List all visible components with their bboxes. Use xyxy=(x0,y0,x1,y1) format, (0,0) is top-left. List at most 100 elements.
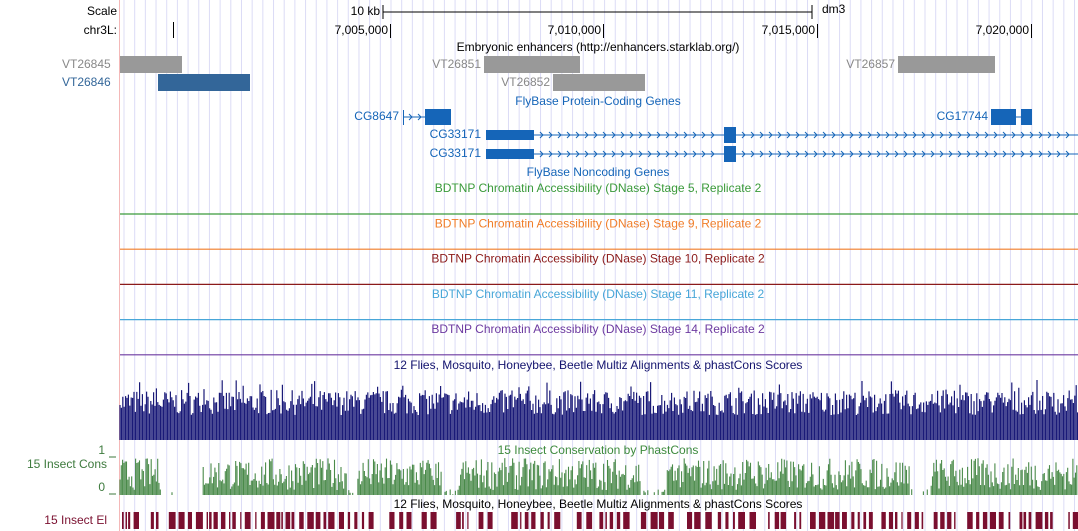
conserved-element xyxy=(967,512,973,529)
conserved-element xyxy=(576,512,582,529)
strand-arrow xyxy=(674,150,679,158)
conserved-element xyxy=(914,512,919,529)
conserved-element xyxy=(1023,512,1027,529)
strand-arrow xyxy=(647,131,652,139)
strand-arrow xyxy=(939,150,944,158)
conserved-element xyxy=(221,512,226,529)
conserved-element xyxy=(835,512,840,529)
conserved-element xyxy=(399,512,404,529)
strand-arrow xyxy=(1056,131,1061,139)
strand-arrow xyxy=(777,150,782,158)
strand-arrow xyxy=(665,131,670,139)
conserved-element xyxy=(323,512,327,529)
strand-arrow xyxy=(548,131,553,139)
conserved-element xyxy=(244,512,251,529)
enhancer-label[interactable]: VT26857 xyxy=(846,57,895,71)
conserved-element xyxy=(810,512,816,529)
axis-label: 0 xyxy=(98,480,105,494)
conserved-element xyxy=(328,512,335,529)
conserved-element xyxy=(531,512,536,529)
track-title: BDTNP Chromatin Accessibility (DNase) St… xyxy=(435,181,762,195)
track-label[interactable]: 15 Insect Cons xyxy=(27,457,107,471)
strand-arrow xyxy=(638,131,643,139)
exon[interactable] xyxy=(425,109,451,125)
exon[interactable] xyxy=(486,130,534,140)
strand-arrow xyxy=(593,131,598,139)
conserved-element xyxy=(276,512,281,529)
conserved-element xyxy=(687,512,693,529)
enhancer-label[interactable]: VT26852 xyxy=(501,75,550,89)
strand-arrow xyxy=(539,131,544,139)
strand-arrow xyxy=(701,131,706,139)
strand-arrow xyxy=(894,131,899,139)
strand-arrow xyxy=(638,150,643,158)
strand-arrow xyxy=(1029,150,1034,158)
exon[interactable] xyxy=(991,109,1016,125)
conserved-element xyxy=(1044,512,1049,529)
conserved-element xyxy=(291,512,295,529)
strand-arrow xyxy=(683,150,688,158)
conserved-element xyxy=(361,512,365,529)
strand-arrow xyxy=(629,150,634,158)
conserved-element xyxy=(1008,512,1011,529)
conserved-element xyxy=(868,512,873,529)
conserved-element xyxy=(1068,512,1070,529)
strand-arrow xyxy=(813,131,818,139)
strand-arrow xyxy=(1020,131,1025,139)
strand-arrow xyxy=(759,150,764,158)
exon[interactable] xyxy=(1021,109,1032,125)
conserved-element xyxy=(150,512,154,529)
conserved-element xyxy=(187,512,192,529)
enhancer-block[interactable] xyxy=(120,56,182,73)
conserved-element xyxy=(1050,512,1053,529)
gene-label[interactable]: CG33171 xyxy=(430,146,482,160)
strand-arrow xyxy=(912,150,917,158)
enhancer-label[interactable]: VT26845 xyxy=(62,57,111,71)
enhancer-block[interactable] xyxy=(553,74,645,91)
strand-arrow xyxy=(786,131,791,139)
conserved-element xyxy=(267,512,275,529)
scale-label: Scale xyxy=(87,4,117,18)
enhancer-label[interactable]: VT26846 xyxy=(62,75,111,89)
conserved-element xyxy=(895,512,898,529)
conserved-element xyxy=(487,512,493,529)
strand-arrow xyxy=(1047,150,1052,158)
enhancer-label[interactable]: VT26851 xyxy=(432,57,481,71)
ruler-tick-label: 7,015,000 xyxy=(762,23,816,37)
strand-arrow xyxy=(768,150,773,158)
enhancer-block[interactable] xyxy=(484,56,580,73)
conserved-element xyxy=(921,512,924,529)
conserved-element xyxy=(842,512,847,529)
conserved-element xyxy=(749,512,756,529)
track-label[interactable]: 15 Insect El xyxy=(44,513,107,527)
conserved-element xyxy=(799,512,802,529)
track-title: 12 Flies, Mosquito, Honeybee, Beetle Mul… xyxy=(394,358,803,372)
strand-arrow xyxy=(903,131,908,139)
strand-arrow xyxy=(804,131,809,139)
gene-label[interactable]: CG8647 xyxy=(354,109,399,123)
conserved-element xyxy=(940,512,945,529)
strand-arrow xyxy=(921,131,926,139)
strand-arrow xyxy=(417,113,422,121)
gene-label[interactable]: CG33171 xyxy=(430,127,482,141)
strand-arrow xyxy=(867,150,872,158)
exon[interactable] xyxy=(724,146,736,162)
enhancer-block[interactable] xyxy=(158,74,250,91)
strand-arrow xyxy=(930,150,935,158)
exon[interactable] xyxy=(486,149,534,159)
conserved-element xyxy=(421,512,427,529)
conserved-element xyxy=(368,512,374,529)
conserved-element xyxy=(122,512,124,529)
conserved-element xyxy=(478,512,484,529)
enhancer-block[interactable] xyxy=(898,56,995,73)
exon[interactable] xyxy=(724,127,736,143)
conserved-element xyxy=(954,512,956,529)
track-title: FlyBase Protein-Coding Genes xyxy=(515,94,680,108)
conservation-signal xyxy=(119,458,1078,495)
strand-arrow xyxy=(710,131,715,139)
gene-label[interactable]: CG17744 xyxy=(937,109,989,123)
strand-arrow xyxy=(741,150,746,158)
conserved-element xyxy=(168,512,176,529)
strand-arrow xyxy=(759,131,764,139)
strand-arrow xyxy=(1011,150,1016,158)
